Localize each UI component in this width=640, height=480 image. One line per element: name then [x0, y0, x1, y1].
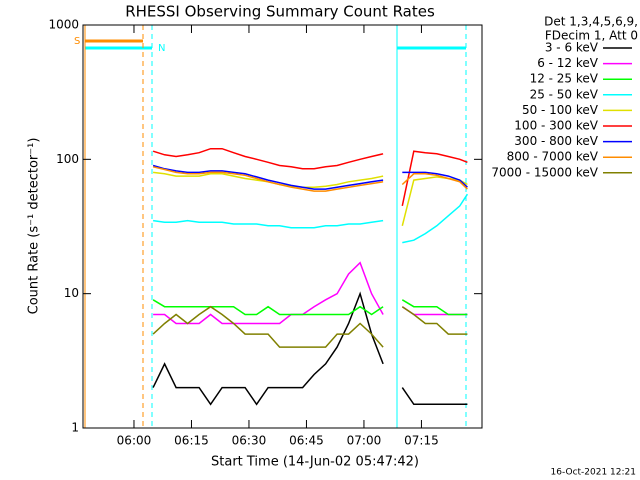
- timestamp: 16-Oct-2021 12:21: [551, 468, 636, 478]
- y-axis-label: Count Rate (s⁻¹ detector⁻¹): [27, 138, 42, 315]
- series-line: [152, 164, 468, 190]
- series-line: [152, 147, 468, 207]
- x-tick-label: 06:45: [289, 434, 324, 448]
- legend-label: 800 - 7000 keV: [507, 150, 599, 164]
- legend-header: FDecim 1, Att 0: [545, 29, 638, 43]
- legend-label: 7000 - 15000 keV: [491, 165, 598, 179]
- legend-label: 3 - 6 keV: [545, 41, 599, 55]
- legend-label: 300 - 800 keV: [514, 134, 598, 148]
- legend-label: 50 - 100 keV: [522, 103, 599, 117]
- annotation: S: [74, 36, 80, 47]
- series-line: [152, 299, 468, 316]
- legend-label: 100 - 300 keV: [514, 119, 598, 133]
- plot-frame: [82, 24, 483, 429]
- y-tick-label: 100: [56, 152, 79, 166]
- annotation: N: [158, 43, 165, 54]
- y-tick-label: 1: [71, 421, 79, 435]
- series-line: [152, 305, 468, 348]
- x-axis-label: Start Time (14-Jun-02 05:47:42): [211, 455, 419, 470]
- y-tick-label: 1000: [48, 18, 79, 32]
- x-tick-label: 06:30: [232, 434, 267, 448]
- legend-label: 6 - 12 keV: [537, 56, 599, 70]
- legend-label: 25 - 50 keV: [530, 87, 599, 101]
- legend-label: 12 - 25 keV: [530, 72, 599, 86]
- x-tick-label: 07:00: [347, 434, 382, 448]
- series-line: [152, 291, 468, 406]
- chart-title: RHESSI Observing Summary Count Rates: [125, 3, 435, 21]
- x-tick-label: 07:15: [404, 434, 439, 448]
- series-line: [153, 171, 468, 226]
- x-tick-label: 06:15: [174, 434, 209, 448]
- series-line: [152, 193, 469, 244]
- legend-header: Det 1,3,4,5,6,9,: [544, 15, 638, 29]
- series-line: [152, 166, 468, 192]
- y-tick-label: 10: [64, 286, 79, 300]
- x-tick-label: 06:00: [117, 434, 152, 448]
